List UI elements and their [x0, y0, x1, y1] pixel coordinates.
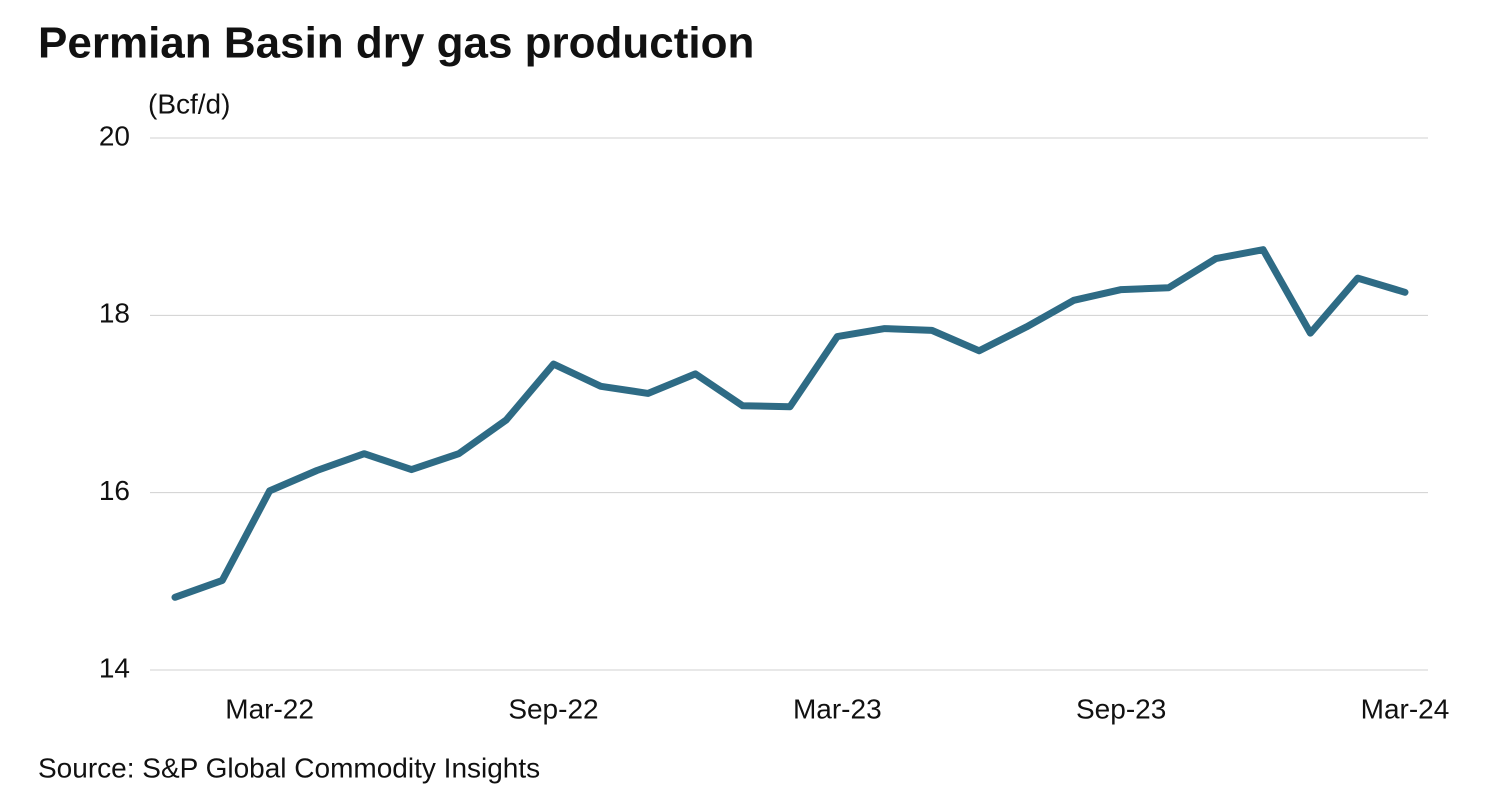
chart-title: Permian Basin dry gas production [38, 19, 754, 68]
y-tick-label: 20 [99, 120, 130, 151]
x-tick-label: Sep-23 [1076, 693, 1166, 724]
y-tick-label: 16 [99, 475, 130, 506]
y-axis-label: (Bcf/d) [148, 88, 230, 119]
source: Source: S&P Global Commodity Insights [38, 752, 540, 783]
x-tick-label: Mar-22 [225, 693, 314, 724]
x-tick-label: Sep-22 [508, 693, 598, 724]
line [171, 246, 1409, 601]
x-tick-label: Mar-23 [793, 693, 882, 724]
y-tick-label: 18 [99, 298, 130, 329]
y-tick-label: 14 [99, 652, 130, 683]
x-tick-label: Mar-24 [1361, 693, 1450, 724]
